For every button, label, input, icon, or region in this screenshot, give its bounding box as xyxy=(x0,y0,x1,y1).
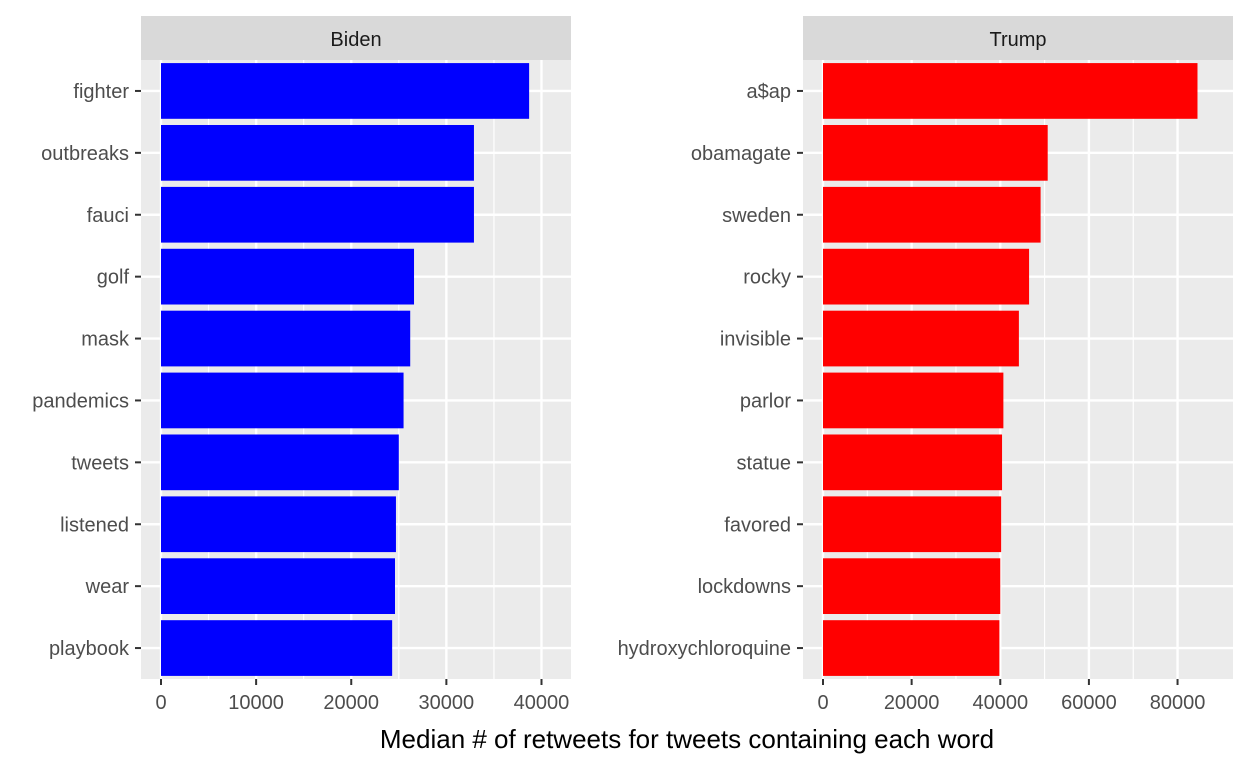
y-tick-label: tweets xyxy=(71,452,129,474)
y-tick-label: sweden xyxy=(722,205,791,227)
x-tick-label: 20000 xyxy=(323,692,379,714)
bar-fauci xyxy=(161,186,474,243)
bar-rocky xyxy=(823,248,1030,305)
bar-hydroxychloroquine xyxy=(823,620,1000,676)
y-tick-label: hydroxychloroquine xyxy=(618,638,791,660)
bar-lockdowns xyxy=(823,558,1001,615)
y-tick-label: playbook xyxy=(49,638,130,660)
y-tick-label: a$ap xyxy=(747,81,792,103)
bar-sweden xyxy=(823,186,1041,243)
facet-trump: Trump a$ap obamagate sweden rocky invisible pa… xyxy=(618,16,1233,714)
facet-title: Biden xyxy=(330,29,381,51)
x-tick-label: 30000 xyxy=(419,692,475,714)
bar-statue xyxy=(823,434,1003,491)
y-tick-label: wear xyxy=(85,576,130,598)
bar-outbreaks xyxy=(161,124,474,181)
bar-golf xyxy=(161,248,415,305)
y-tick-label: listened xyxy=(60,514,129,536)
y-tick-label: lockdowns xyxy=(698,576,791,598)
bar-mask xyxy=(161,310,411,367)
y-tick-label: golf xyxy=(97,267,130,289)
facet-biden: Biden fighter outbreaks fauci golf mask pandem… xyxy=(32,16,571,714)
x-tick-label: 10000 xyxy=(228,692,284,714)
x-tick-label: 0 xyxy=(817,692,828,714)
y-tick-label: fighter xyxy=(73,81,129,103)
x-tick-label: 40000 xyxy=(514,692,570,714)
bar-parlor xyxy=(823,372,1004,429)
y-tick-label: outbreaks xyxy=(41,143,129,165)
bar-playbook xyxy=(161,620,393,676)
bar-a$ap xyxy=(823,63,1198,119)
x-tick-label: 40000 xyxy=(972,692,1028,714)
bar-invisible xyxy=(823,310,1019,367)
bar-fighter xyxy=(161,63,530,119)
y-tick-label: rocky xyxy=(743,267,791,289)
x-tick-label: 80000 xyxy=(1150,692,1206,714)
bar-tweets xyxy=(161,434,399,491)
x-tick-label: 60000 xyxy=(1061,692,1117,714)
x-tick-label: 20000 xyxy=(884,692,940,714)
bar-favored xyxy=(823,496,1002,553)
y-tick-label: invisible xyxy=(720,329,791,351)
x-axis-title: Median # of retweets for tweets containi… xyxy=(380,724,994,754)
x-tick-label: 0 xyxy=(155,692,166,714)
y-tick-label: statue xyxy=(737,452,791,474)
y-tick-label: obamagate xyxy=(691,143,791,165)
y-tick-label: favored xyxy=(724,514,791,536)
facet-strip xyxy=(803,16,1233,60)
y-tick-label: mask xyxy=(81,329,130,351)
bar-wear xyxy=(161,558,395,615)
bar-listened xyxy=(161,496,396,553)
facet-strip xyxy=(141,16,571,60)
y-tick-label: pandemics xyxy=(32,390,129,412)
bar-pandemics xyxy=(161,372,404,429)
facet-title: Trump xyxy=(989,29,1046,51)
y-tick-label: fauci xyxy=(87,205,129,227)
bar-obamagate xyxy=(823,124,1048,181)
y-tick-label: parlor xyxy=(740,390,791,412)
